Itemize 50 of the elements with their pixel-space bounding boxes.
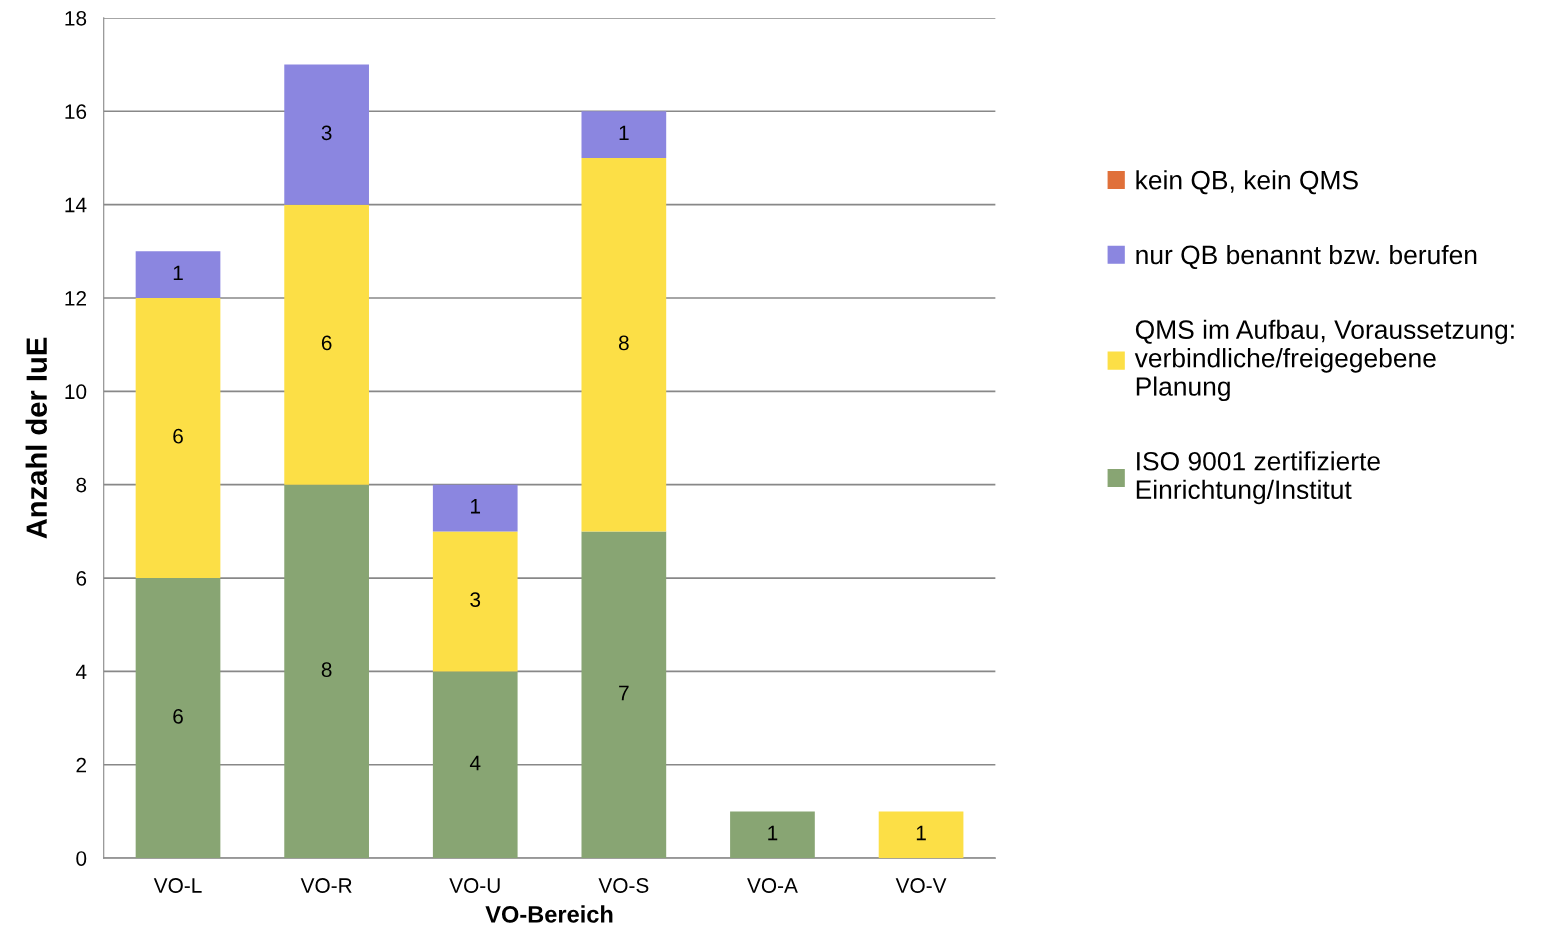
data-label: 6 <box>321 335 332 351</box>
y-axis-title: Anzahl der IuE <box>25 337 47 539</box>
legend-label: QMS im Aufbau, Voraussetzung: verbindliche/freigegebene Planung <box>1134 319 1514 402</box>
x-axis-title: VO-Bereich <box>485 905 613 923</box>
data-label: 1 <box>768 825 778 841</box>
data-label: 1 <box>471 499 481 514</box>
legend-label: nur QB benannt bzw. berufen <box>1136 244 1477 269</box>
y-tick-label: 10 <box>65 384 87 400</box>
data-label: 7 <box>619 685 629 701</box>
data-label: 3 <box>321 125 332 141</box>
bar <box>135 251 221 298</box>
y-tick-label: 0 <box>76 851 87 866</box>
bar <box>581 531 667 859</box>
legend-label: kein QB, kein QMS <box>1136 170 1358 195</box>
data-label: 3 <box>470 592 481 607</box>
bar <box>284 64 369 205</box>
y-tick-label: 8 <box>76 477 87 493</box>
data-label: 8 <box>321 662 332 678</box>
x-tick-label: VO-V <box>895 878 947 893</box>
x-tick-label: VO-U <box>449 878 500 893</box>
y-tick-label: 12 <box>65 290 87 306</box>
x-tick-label: VO-A <box>747 878 798 893</box>
bar <box>581 111 667 158</box>
y-tick-label: 14 <box>65 197 87 213</box>
x-tick-label: VO-L <box>153 878 202 893</box>
y-tick-label: 16 <box>65 104 87 120</box>
bar <box>135 297 221 579</box>
bar <box>284 204 369 485</box>
bar <box>432 531 518 672</box>
data-label: 6 <box>173 708 183 724</box>
data-label: 4 <box>469 755 481 771</box>
legend-label: ISO 9001 zertifizierte Einrichtung/Institut <box>1136 451 1380 505</box>
bar <box>581 157 667 532</box>
x-tick-label: VO-R <box>300 878 352 893</box>
bar <box>432 671 518 859</box>
y-tick-label: 2 <box>76 757 86 773</box>
bar <box>432 484 518 532</box>
y-tick-label: 6 <box>76 571 87 586</box>
data-label: 8 <box>618 335 629 351</box>
bar <box>284 484 369 859</box>
bar <box>730 811 815 859</box>
data-label: 1 <box>916 825 926 841</box>
x-tick-label: VO-S <box>598 878 649 893</box>
bar <box>878 811 964 859</box>
data-label: 1 <box>173 265 183 281</box>
y-tick-label: 18 <box>65 10 87 26</box>
data-label: 1 <box>619 125 629 140</box>
bar <box>135 578 221 859</box>
data-label: 6 <box>173 428 183 444</box>
y-tick-label: 4 <box>75 664 87 679</box>
